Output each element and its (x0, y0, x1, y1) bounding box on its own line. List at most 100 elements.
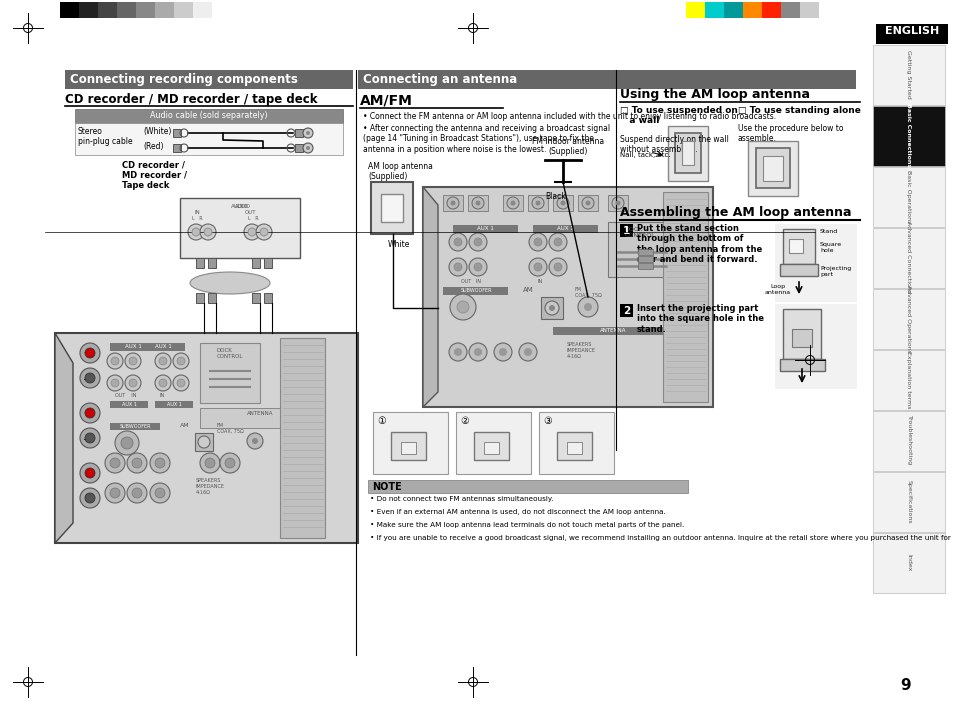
Bar (872, 472, 944, 532)
Text: Projecting
part: Projecting part (820, 266, 850, 277)
Circle shape (177, 357, 185, 365)
Bar (619, 304, 633, 317)
Text: (White): (White) (143, 127, 172, 136)
Polygon shape (422, 187, 437, 407)
Circle shape (498, 348, 506, 356)
Bar (742, 2, 761, 18)
Circle shape (105, 483, 125, 503)
Circle shape (80, 343, 100, 363)
Text: Getting Started: Getting Started (905, 50, 910, 99)
Circle shape (306, 146, 310, 150)
Text: Advanced Connections: Advanced Connections (905, 222, 910, 294)
Text: Basic Operations: Basic Operations (905, 170, 910, 223)
Circle shape (198, 436, 210, 448)
Bar (788, 239, 802, 253)
Text: (Red): (Red) (143, 142, 163, 151)
Circle shape (127, 453, 147, 473)
Bar (180, 198, 299, 258)
Bar (195, 258, 204, 268)
Circle shape (306, 131, 310, 135)
Circle shape (132, 458, 142, 468)
Circle shape (554, 263, 561, 271)
Bar (723, 2, 742, 18)
Text: AM: AM (522, 287, 533, 293)
Circle shape (192, 228, 200, 236)
Text: Loop
antenna: Loop antenna (764, 284, 790, 295)
Bar (98, 2, 117, 18)
Text: SPEAKERS
IMPEDANCE
4-16Ω: SPEAKERS IMPEDANCE 4-16Ω (566, 342, 595, 358)
Circle shape (121, 437, 132, 449)
Bar (540, 297, 562, 319)
Circle shape (80, 368, 100, 388)
Bar (136, 2, 154, 18)
Text: DOCK
CONTROL: DOCK CONTROL (216, 348, 243, 359)
Bar (208, 293, 215, 303)
Circle shape (506, 197, 518, 209)
Text: □ To use suspended on
   a wall: □ To use suspended on a wall (619, 106, 737, 125)
Circle shape (535, 200, 540, 205)
Circle shape (80, 463, 100, 483)
Text: L   R: L R (248, 216, 258, 221)
Bar (79, 2, 98, 18)
Bar (762, 156, 782, 181)
Text: OUT   IN: OUT IN (460, 279, 480, 284)
Bar (747, 141, 797, 196)
Text: Nail, tack, etc.: Nail, tack, etc. (619, 152, 670, 158)
Circle shape (132, 488, 142, 498)
Bar (872, 289, 944, 349)
Circle shape (454, 348, 461, 356)
Text: • Even if an external AM antenna is used, do not disconnect the AM loop antenna.: • Even if an external AM antenna is used… (370, 509, 665, 515)
Bar (872, 45, 944, 105)
Circle shape (475, 200, 480, 205)
Bar (578, 195, 598, 211)
Circle shape (154, 375, 171, 391)
Bar (442, 287, 507, 295)
Bar (782, 309, 821, 359)
Circle shape (172, 353, 189, 369)
Circle shape (225, 458, 234, 468)
Text: Stereo
pin-plug cable: Stereo pin-plug cable (78, 127, 132, 147)
Text: OUT: OUT (245, 210, 256, 215)
Bar (667, 126, 707, 181)
Text: ②: ② (459, 416, 468, 426)
Circle shape (107, 375, 123, 391)
Circle shape (474, 263, 481, 271)
Text: 2: 2 (622, 305, 630, 316)
Circle shape (255, 224, 272, 240)
Circle shape (252, 438, 257, 444)
Bar (685, 2, 704, 18)
Text: AUDIO: AUDIO (234, 204, 251, 209)
Bar (638, 256, 652, 262)
Bar (483, 442, 498, 454)
Circle shape (523, 348, 532, 356)
Bar (172, 129, 181, 137)
Bar (193, 2, 212, 18)
Text: Stand: Stand (820, 229, 838, 234)
Bar (638, 263, 652, 269)
Text: AM/FM: AM/FM (359, 93, 413, 107)
Circle shape (129, 357, 137, 365)
Bar (782, 229, 814, 264)
Circle shape (159, 357, 167, 365)
Circle shape (472, 197, 483, 209)
Text: Insert the projecting part
into the square hole in the
stand.: Insert the projecting part into the squa… (637, 304, 763, 333)
Circle shape (615, 200, 619, 205)
Bar (872, 533, 944, 593)
Circle shape (449, 343, 467, 361)
Circle shape (172, 375, 189, 391)
Circle shape (80, 403, 100, 423)
Circle shape (85, 493, 95, 503)
Text: AUDIO: AUDIO (231, 204, 249, 209)
Text: AM loop antenna
(Supplied): AM loop antenna (Supplied) (368, 162, 433, 181)
Bar (200, 408, 319, 428)
Circle shape (188, 224, 204, 240)
Bar (502, 195, 522, 211)
Bar (872, 350, 944, 410)
Circle shape (450, 294, 476, 320)
Bar (200, 343, 260, 403)
Text: −: − (83, 375, 91, 385)
Circle shape (554, 238, 561, 246)
Circle shape (510, 200, 515, 205)
Circle shape (111, 357, 119, 365)
Text: AUX 1: AUX 1 (121, 402, 136, 407)
